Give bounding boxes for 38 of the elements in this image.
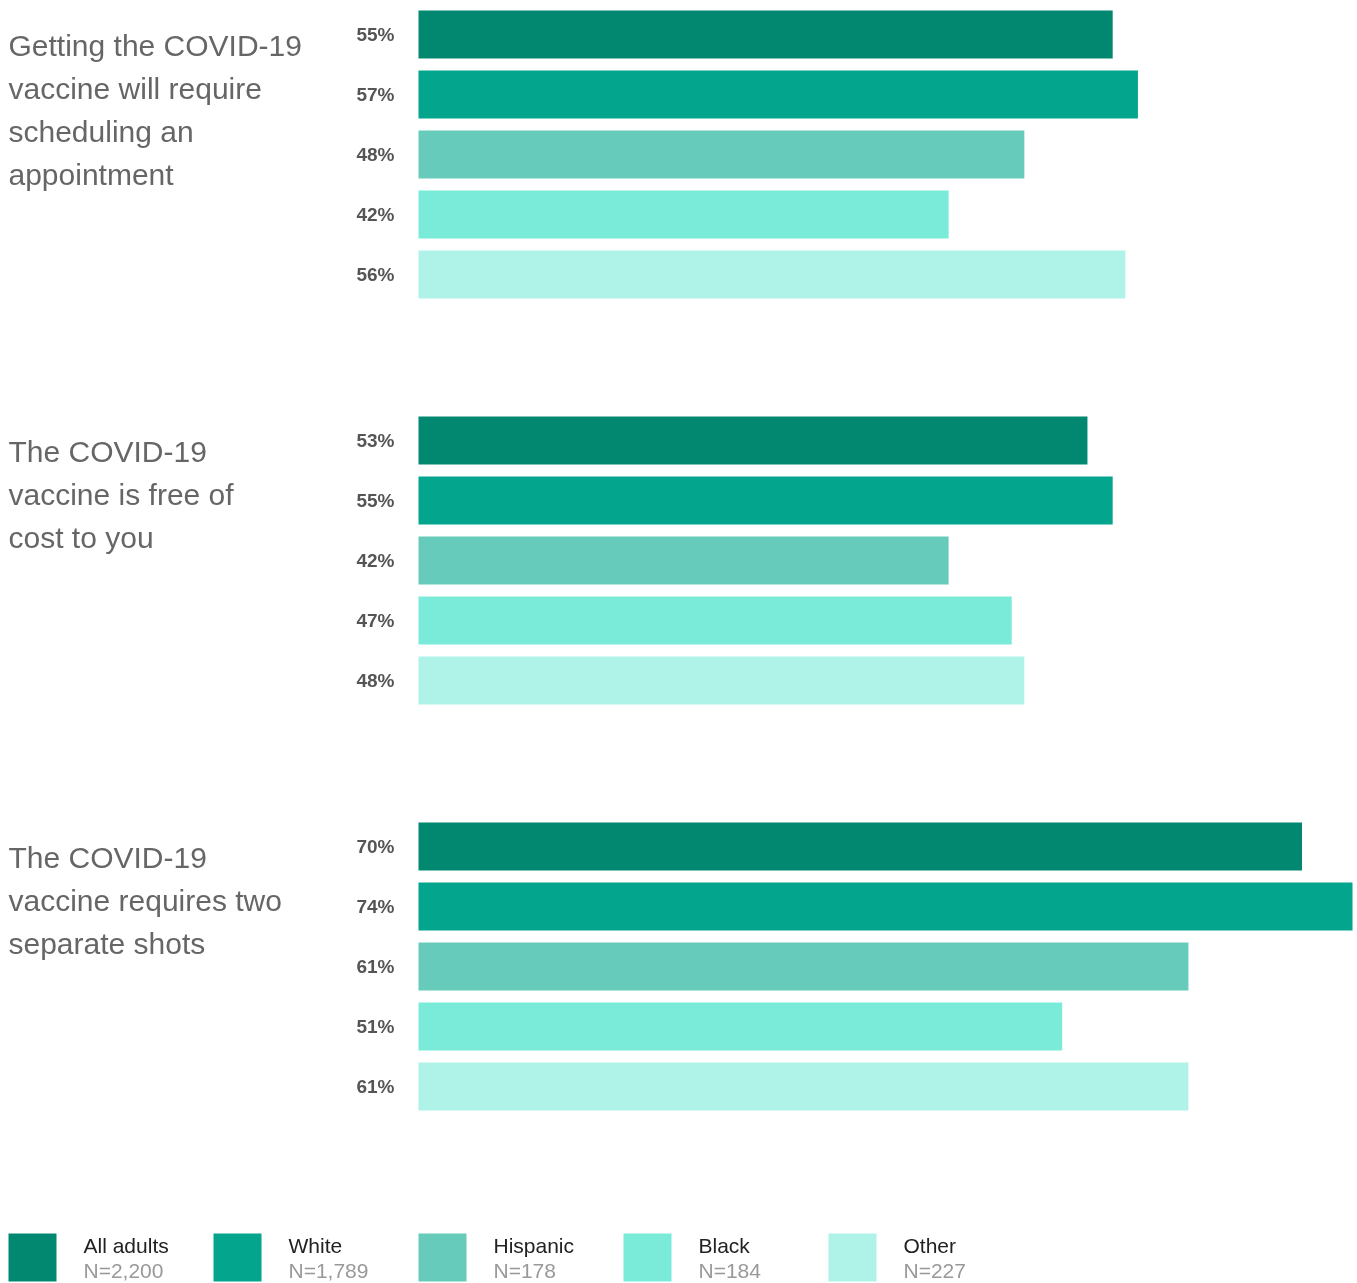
data-label: 55% <box>356 490 395 511</box>
legend-label: Hispanic N=178 <box>493 1234 575 1282</box>
data-label: 56% <box>356 264 395 285</box>
bar <box>418 942 1189 991</box>
legend-label: White N=1,789 <box>288 1234 369 1282</box>
y-tick-label: Getting the COVID-19 vaccine will require scheduling an appointment <box>8 29 302 191</box>
data-label: 48% <box>356 144 395 165</box>
bar <box>418 656 1025 705</box>
data-label: 70% <box>356 836 395 857</box>
bar <box>418 10 1113 59</box>
bar <box>418 130 1025 179</box>
y-tick-label: The COVID-19 vaccine is free of cost to you <box>8 435 235 554</box>
bar <box>418 190 949 239</box>
legend-label: Other N=227 <box>903 1234 966 1282</box>
data-label: 47% <box>356 610 395 631</box>
bar <box>418 1062 1189 1111</box>
legend-label: All adults N=2,200 <box>83 1234 169 1282</box>
bar <box>418 476 1113 525</box>
legend-label: Black N=184 <box>698 1234 762 1282</box>
data-label: 61% <box>356 956 395 977</box>
data-label: 42% <box>356 204 395 225</box>
data-label: 51% <box>356 1016 395 1037</box>
bar <box>418 882 1353 931</box>
bar <box>418 596 1012 645</box>
bar <box>418 536 949 585</box>
bar <box>418 70 1138 119</box>
bar <box>418 416 1088 465</box>
data-label: 42% <box>356 550 395 571</box>
bar <box>418 822 1303 871</box>
data-label: 57% <box>356 84 395 105</box>
data-label: 53% <box>356 430 395 451</box>
y-tick-label: The COVID-19 vaccine requires two separate shots <box>8 841 282 960</box>
data-label: 74% <box>356 896 395 917</box>
data-label: 61% <box>356 1076 395 1097</box>
bar <box>418 250 1126 299</box>
data-label: 48% <box>356 670 395 691</box>
data-label: 55% <box>356 24 395 45</box>
bar <box>418 1002 1063 1051</box>
